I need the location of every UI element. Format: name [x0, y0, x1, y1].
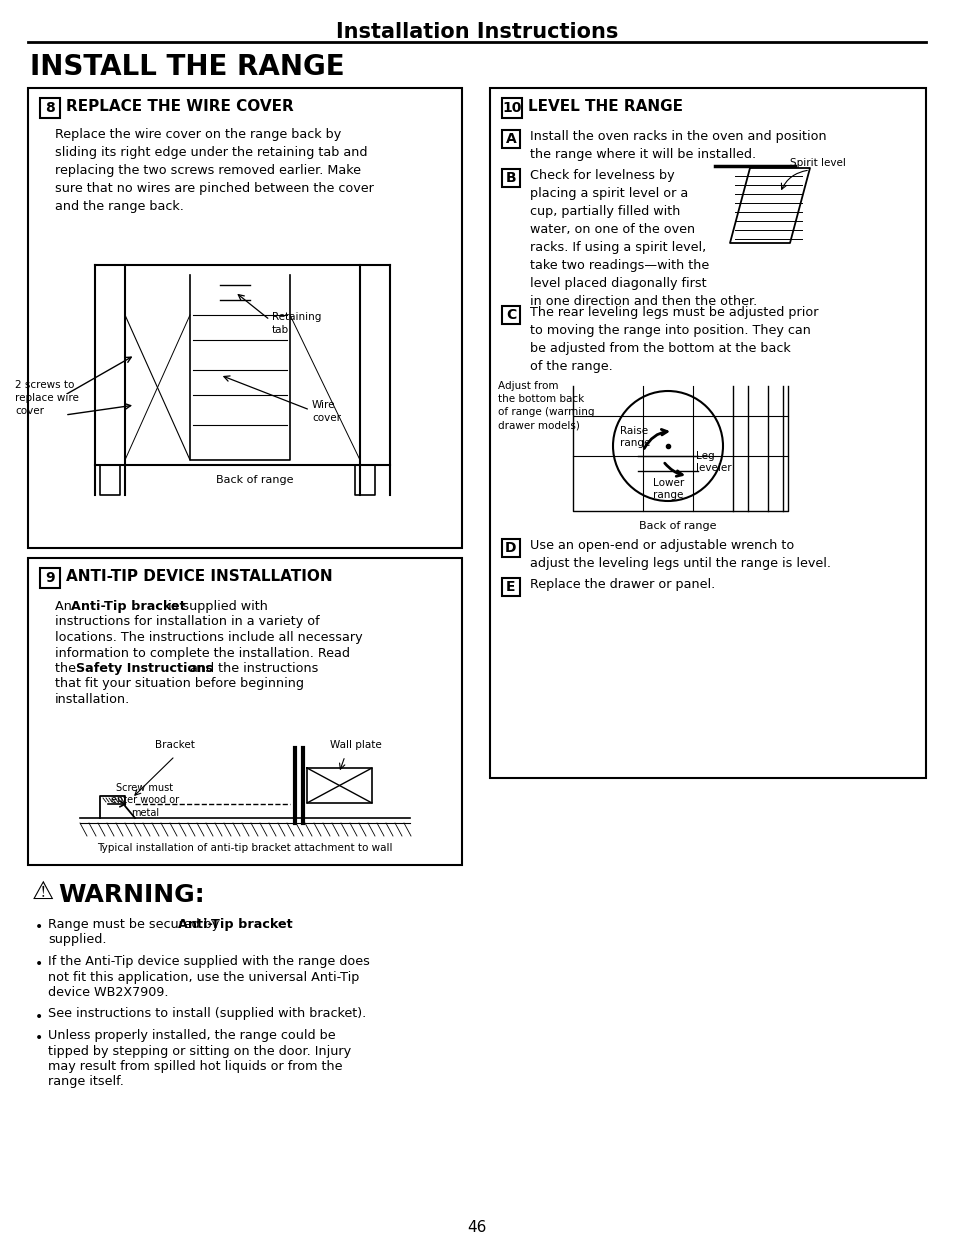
Text: C: C: [505, 308, 516, 322]
Text: Raise
range: Raise range: [619, 426, 650, 448]
Text: •: •: [35, 1009, 43, 1024]
Text: Back of range: Back of range: [639, 521, 716, 531]
Text: range itself.: range itself.: [48, 1076, 124, 1088]
Bar: [501, 130, 519, 148]
Text: Replace the wire cover on the range back by
sliding its right edge under the ret: Replace the wire cover on the range back…: [55, 128, 374, 212]
Text: •: •: [35, 1031, 43, 1045]
Text: An: An: [55, 600, 76, 613]
Text: The rear leveling legs must be adjusted prior
to moving the range into position.: The rear leveling legs must be adjusted …: [530, 306, 818, 373]
Bar: [40, 98, 60, 119]
Text: the: the: [55, 662, 80, 676]
Text: 46: 46: [467, 1220, 486, 1235]
Text: Install the oven racks in the oven and position
the range where it will be insta: Install the oven racks in the oven and p…: [530, 130, 825, 161]
Text: information to complete the installation. Read: information to complete the installation…: [55, 646, 350, 659]
Text: Anti-Tip bracket: Anti-Tip bracket: [71, 600, 185, 613]
Text: Spirit level: Spirit level: [789, 158, 845, 168]
Text: Installation Instructions: Installation Instructions: [335, 22, 618, 42]
Text: Check for levelness by
placing a spirit level or a
cup, partially filled with
wa: Check for levelness by placing a spirit …: [530, 169, 757, 308]
Text: Lower
range: Lower range: [652, 478, 683, 500]
Bar: [501, 578, 519, 597]
Text: See instructions to install (supplied with bracket).: See instructions to install (supplied wi…: [48, 1008, 366, 1020]
Text: Anti-Tip bracket: Anti-Tip bracket: [178, 918, 293, 931]
Text: B: B: [505, 170, 516, 185]
Text: Screw must
enter wood or
metal: Screw must enter wood or metal: [111, 783, 179, 818]
Text: installation.: installation.: [55, 693, 131, 706]
Text: device WB2X7909.: device WB2X7909.: [48, 986, 169, 999]
Bar: [501, 538, 519, 557]
Text: E: E: [506, 580, 516, 594]
Text: Safety Instructions: Safety Instructions: [76, 662, 213, 676]
Text: If the Anti-Tip device supplied with the range does: If the Anti-Tip device supplied with the…: [48, 955, 370, 968]
Text: Back of range: Back of range: [216, 475, 294, 485]
Text: ANTI-TIP DEVICE INSTALLATION: ANTI-TIP DEVICE INSTALLATION: [66, 569, 333, 584]
Bar: [28, 558, 461, 864]
Text: Typical installation of anti-tip bracket attachment to wall: Typical installation of anti-tip bracket…: [97, 844, 393, 853]
Text: A: A: [505, 132, 516, 146]
Text: 10: 10: [502, 101, 521, 115]
Text: 8: 8: [45, 101, 55, 115]
Bar: [501, 169, 519, 186]
Text: Use an open-end or adjustable wrench to
adjust the leveling legs until the range: Use an open-end or adjustable wrench to …: [530, 538, 830, 571]
Text: locations. The instructions include all necessary: locations. The instructions include all …: [55, 631, 362, 643]
Text: Adjust from
the bottom back
of range (warming
drawer models): Adjust from the bottom back of range (wa…: [497, 382, 594, 431]
Text: •: •: [35, 920, 43, 934]
Bar: [501, 98, 521, 119]
Text: Leg
leveler: Leg leveler: [696, 451, 731, 473]
Bar: [490, 88, 925, 778]
Text: is supplied with: is supplied with: [164, 600, 267, 613]
Text: D: D: [505, 541, 517, 555]
Text: supplied.: supplied.: [48, 934, 107, 946]
Bar: [28, 88, 461, 548]
Text: ⚠: ⚠: [32, 881, 54, 904]
Text: 9: 9: [45, 571, 54, 585]
Text: not fit this application, use the universal Anti-Tip: not fit this application, use the univer…: [48, 971, 359, 983]
Text: Unless properly installed, the range could be: Unless properly installed, the range cou…: [48, 1029, 335, 1042]
Text: Wire
cover: Wire cover: [312, 400, 340, 424]
Text: Wall plate: Wall plate: [330, 740, 381, 750]
Text: INSTALL THE RANGE: INSTALL THE RANGE: [30, 53, 344, 82]
Text: that fit your situation before beginning: that fit your situation before beginning: [55, 678, 304, 690]
Text: LEVEL THE RANGE: LEVEL THE RANGE: [527, 99, 682, 114]
Text: and the instructions: and the instructions: [186, 662, 318, 676]
Text: •: •: [35, 957, 43, 971]
Text: WARNING:: WARNING:: [58, 883, 204, 906]
Bar: [40, 568, 60, 588]
Text: tipped by stepping or sitting on the door. Injury: tipped by stepping or sitting on the doo…: [48, 1045, 351, 1057]
Text: Replace the drawer or panel.: Replace the drawer or panel.: [530, 578, 715, 592]
Text: may result from spilled hot liquids or from the: may result from spilled hot liquids or f…: [48, 1060, 342, 1073]
Text: 2 screws to
replace wire
cover: 2 screws to replace wire cover: [15, 380, 79, 416]
Bar: [501, 306, 519, 324]
Text: Retaining
tab: Retaining tab: [272, 312, 321, 335]
Text: Bracket: Bracket: [155, 740, 194, 750]
Text: instructions for installation in a variety of: instructions for installation in a varie…: [55, 615, 319, 629]
Text: Range must be secured by: Range must be secured by: [48, 918, 223, 931]
Text: REPLACE THE WIRE COVER: REPLACE THE WIRE COVER: [66, 99, 294, 114]
